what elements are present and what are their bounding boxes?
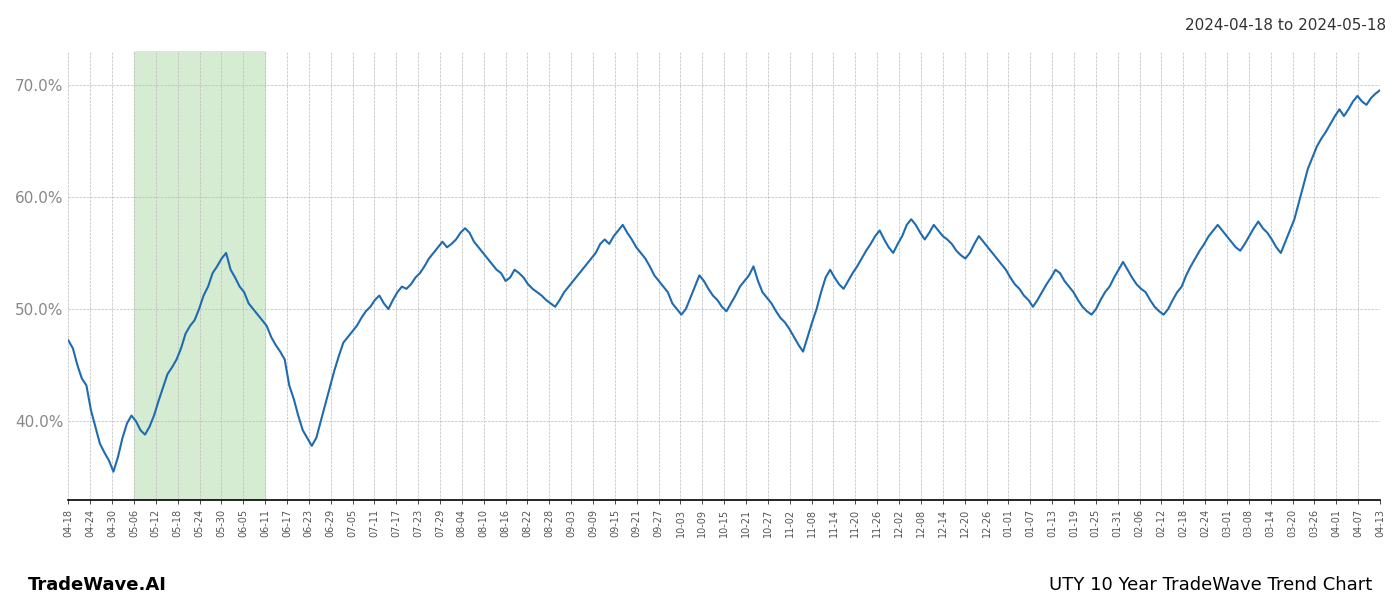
Bar xyxy=(134,51,265,500)
Text: UTY 10 Year TradeWave Trend Chart: UTY 10 Year TradeWave Trend Chart xyxy=(1049,576,1372,594)
Text: TradeWave.AI: TradeWave.AI xyxy=(28,576,167,594)
Text: 2024-04-18 to 2024-05-18: 2024-04-18 to 2024-05-18 xyxy=(1184,18,1386,33)
